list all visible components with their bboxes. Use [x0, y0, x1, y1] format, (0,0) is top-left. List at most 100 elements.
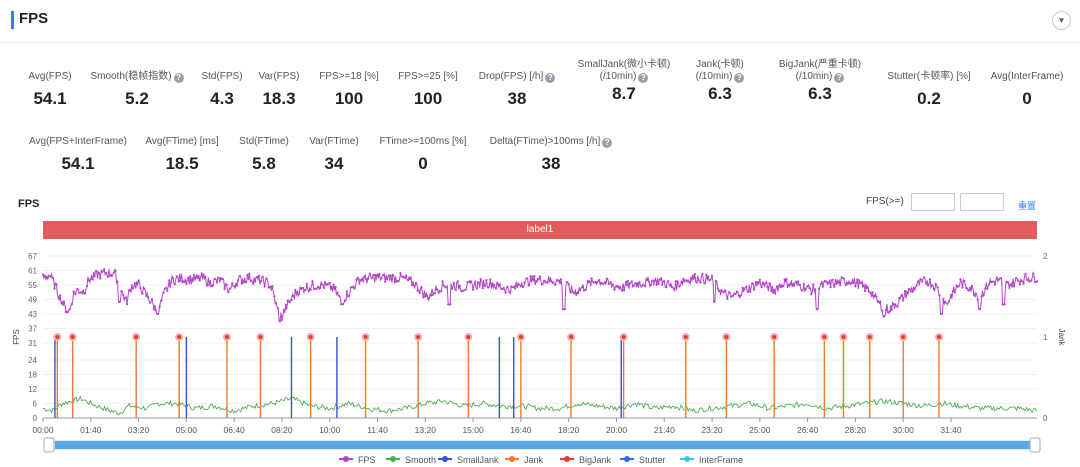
fps-point: [468, 280, 471, 283]
fps-point: [349, 286, 352, 289]
fps-point: [982, 294, 985, 297]
fps-point: [162, 291, 165, 294]
fps-point: [712, 300, 716, 303]
fps-point: [112, 271, 115, 274]
label-band[interactable]: label1: [43, 221, 1037, 239]
y-tick-label: 18: [28, 370, 37, 379]
fps-point: [45, 275, 48, 279]
fps-point: [426, 294, 429, 297]
help-icon[interactable]: ?: [638, 73, 649, 83]
bigjank-point: [518, 335, 523, 339]
fps-point: [990, 281, 993, 284]
fps-point: [974, 292, 977, 295]
fps-point: [502, 286, 505, 290]
fps-point: [663, 280, 666, 283]
row2-metric: Avg(FPS+InterFrame) 54.1: [8, 136, 148, 174]
fps-point: [775, 285, 779, 288]
help-icon[interactable]: ?: [734, 73, 745, 83]
legend-item-jank[interactable]: Jank: [505, 455, 543, 465]
fps-filter: FPS(>=): [866, 193, 1004, 211]
fps-point: [550, 280, 553, 283]
fps-point: [240, 282, 243, 285]
bigjank-point: [901, 335, 906, 339]
metric-value: 0: [1022, 89, 1032, 108]
fps-point: [345, 290, 348, 293]
fps-point: [357, 277, 360, 280]
fps-point: [714, 279, 718, 282]
fps-point: [710, 274, 714, 277]
bigjank-point-halo: [820, 333, 829, 341]
fps-point: [531, 275, 534, 278]
fps-point: [749, 290, 752, 293]
fps-point: [607, 282, 610, 285]
fps-point: [806, 285, 809, 288]
bigjank-point-halo: [770, 333, 779, 341]
legend-item-bigjank[interactable]: BigJank: [560, 455, 611, 465]
fps-point: [443, 285, 446, 288]
fps-point: [376, 273, 379, 276]
fps-point: [435, 288, 438, 291]
fps-point: [95, 270, 98, 273]
fps-point: [256, 275, 259, 278]
fps-point: [890, 308, 893, 311]
fps-point: [951, 290, 955, 293]
help-icon[interactable]: ?: [545, 73, 556, 83]
fps-point: [177, 280, 180, 283]
fps-point: [819, 282, 823, 285]
fps-point: [382, 274, 385, 277]
fps-point: [720, 289, 723, 292]
legend-label: InterFrame: [699, 455, 744, 465]
fps-point: [844, 283, 847, 286]
fps-filter-input-min[interactable]: [911, 193, 955, 211]
fps-point: [993, 283, 997, 286]
legend-item-fps[interactable]: FPS: [339, 455, 376, 465]
fps-point: [462, 289, 465, 292]
fps-point: [726, 297, 729, 300]
legend-dot: [390, 456, 396, 462]
metric-label-text: Var(FPS): [258, 71, 300, 82]
legend-label: SmallJank: [457, 455, 499, 465]
fps-point: [321, 283, 324, 286]
fps-point: [460, 290, 463, 293]
fps-point: [869, 292, 872, 295]
fps-point: [150, 298, 154, 301]
fps-point: [728, 291, 731, 294]
fps-point: [387, 274, 391, 277]
row1-metric: Avg(FPS) 54.1: [0, 71, 120, 109]
metric-value: 38: [541, 154, 561, 173]
chart-legend: FPS Smooth SmallJank Jank BigJank Stutter Inte…: [0, 455, 1080, 467]
help-icon[interactable]: ?: [173, 73, 184, 83]
legend-item-stutter[interactable]: Stutter: [620, 455, 666, 465]
fps-point: [619, 286, 622, 289]
fps-point: [61, 301, 64, 304]
fps-point: [160, 299, 163, 302]
fps-point: [747, 290, 750, 293]
reset-link[interactable]: 重置: [1018, 201, 1037, 211]
slider-end-handle[interactable]: [1029, 437, 1041, 453]
legend-item-smalljank[interactable]: SmallJank: [438, 455, 499, 465]
bigjank-point: [258, 335, 263, 339]
fps-point: [840, 276, 844, 279]
y-tick-label: 49: [28, 296, 37, 305]
legend-item-interframe[interactable]: InterFrame: [680, 455, 743, 465]
metric-label: Std(FTime): [194, 136, 334, 148]
fps-point: [741, 286, 744, 289]
fps-point: [82, 289, 85, 292]
legend-item-smooth[interactable]: Smooth: [386, 455, 436, 465]
slider-start-handle[interactable]: [43, 437, 55, 453]
fps-filter-input-max[interactable]: [960, 193, 1004, 211]
fps-point: [399, 272, 402, 275]
legend-swatch: [560, 456, 574, 462]
fps-point: [464, 288, 467, 291]
fps-point: [416, 289, 419, 292]
fps-point: [101, 270, 104, 273]
fps-point: [735, 290, 739, 293]
x-tick-label: 06:40: [224, 425, 246, 435]
fps-point: [644, 285, 647, 288]
fps-point: [846, 282, 849, 285]
metric-label-text: Var(FTime): [309, 136, 359, 147]
help-icon[interactable]: ?: [834, 73, 845, 83]
help-icon[interactable]: ?: [602, 138, 613, 148]
fps-point: [932, 287, 935, 290]
chevron-down-icon[interactable]: ▼: [1052, 11, 1071, 30]
